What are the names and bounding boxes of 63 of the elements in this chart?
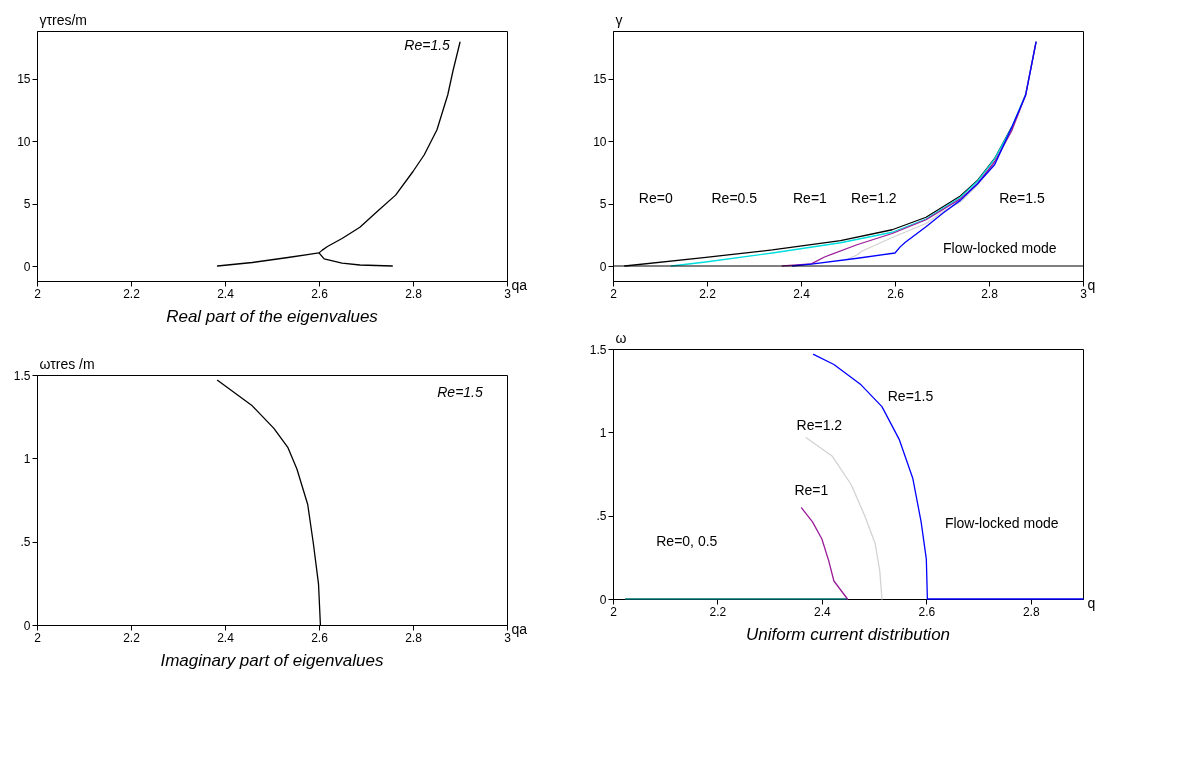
y-axis-title: γτres/m [39, 11, 88, 28]
x-tick-label: 2.2 [123, 286, 141, 301]
text: Imaginary part of eigenvalues [160, 651, 384, 670]
text: Real part of the eigenvalues [166, 307, 379, 326]
y-axis-title: ωτres /m [39, 355, 95, 372]
y-tick-label: 0 [23, 618, 31, 633]
annotation: Re=1.2 [796, 416, 843, 433]
x-tick-label: 2.4 [814, 604, 832, 619]
x-tick-label: 2.2 [699, 286, 717, 301]
y-tick-label: 1.5 [589, 342, 607, 357]
annotation: Re=1.5 [404, 37, 451, 53]
x-tick-label: 2.8 [405, 286, 423, 301]
x-tick-label: 2 [34, 630, 42, 645]
annotation: Re=0 [638, 189, 673, 206]
y-tick-label: 15 [593, 72, 607, 86]
annotation: Re=1.5 [437, 383, 483, 400]
x-tick-label: 2 [34, 286, 42, 301]
y-tick-label: 0 [599, 259, 607, 274]
y-tick-label: 10 [17, 134, 31, 149]
y-tick-label: 0 [599, 592, 607, 607]
x-tick-label: 2.2 [123, 630, 141, 645]
x-tick-label: 2.4 [217, 630, 235, 645]
y-axis-title: ω [615, 329, 627, 346]
text: Uniform current distribution [745, 625, 951, 644]
y-tick-label: 5 [599, 197, 607, 211]
x-tick-label: 2.2 [709, 604, 727, 619]
x-tick-label: 2.4 [217, 286, 235, 301]
x-tick-label: 3 [1080, 286, 1088, 301]
x-tick-label: 2 [610, 604, 618, 619]
x-tick-label: 3 [504, 630, 512, 645]
y-tick-label: 0 [23, 259, 31, 274]
x-tick-label: 3 [504, 286, 512, 301]
x-axis-title: q [1087, 594, 1096, 611]
y-tick-label: .5 [20, 535, 31, 550]
x-tick-label: 2.6 [887, 286, 905, 301]
annotation: Re=1.2 [851, 189, 897, 206]
annotation: Re=1.5 [999, 189, 1045, 206]
x-tick-label: 2 [610, 286, 618, 301]
y-tick-label: 10 [593, 134, 607, 149]
y-tick-label: 5 [23, 197, 31, 211]
y-tick-label: 1 [599, 425, 607, 440]
x-axis-title: qa [511, 276, 528, 293]
x-tick-label: 2.6 [918, 604, 936, 619]
x-tick-label: 2.6 [311, 286, 329, 301]
y-tick-label: 1.5 [13, 368, 31, 383]
y-tick-label: .5 [596, 509, 607, 524]
x-axis-title: q [1087, 276, 1096, 293]
annotation: Re=0.5 [711, 189, 758, 206]
annotation: Re=1 [793, 189, 828, 206]
y-tick-label: 1 [23, 451, 31, 466]
x-axis-title: qa [511, 620, 528, 637]
x-tick-label: 2.8 [981, 286, 999, 301]
y-tick-label: 15 [17, 72, 31, 86]
annotation: Flow-locked mode [943, 239, 1057, 256]
x-tick-label: 2.6 [311, 630, 329, 645]
annotation: Flow-locked mode [944, 515, 1059, 531]
annotation: Re=1 [794, 481, 829, 498]
x-tick-label: 2.8 [405, 630, 423, 645]
x-tick-label: 2.4 [793, 286, 811, 301]
y-axis-title: γ [615, 11, 623, 28]
x-tick-label: 2.8 [1022, 604, 1040, 619]
annotation: Re=1.5 [887, 388, 934, 405]
annotation: Re=0, 0.5 [656, 533, 718, 550]
